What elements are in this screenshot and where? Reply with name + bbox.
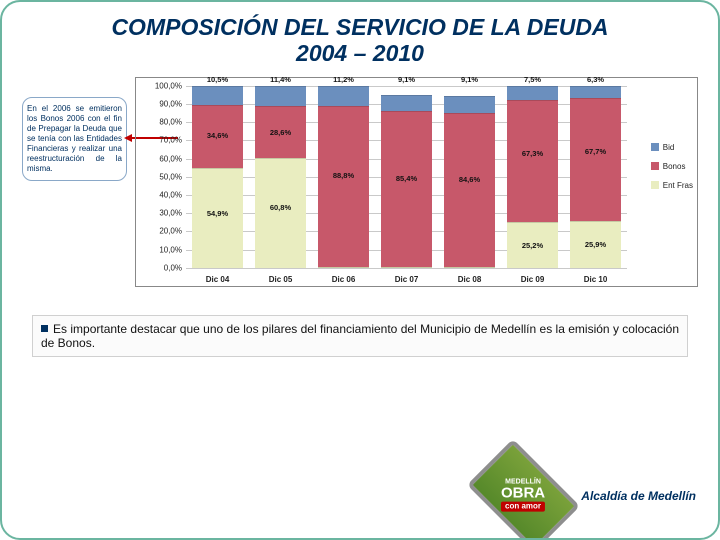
segment-label: 6,3% (570, 75, 621, 84)
obra-l3: con amor (502, 502, 546, 512)
segment-label: 28,6% (255, 128, 306, 137)
y-axis-label: 30,0% (140, 209, 182, 218)
x-axis-label: Dic 07 (381, 275, 432, 284)
legend-label: Bid (663, 143, 675, 152)
legend-label: Bonos (663, 162, 686, 171)
title-line-2: 2004 – 2010 (296, 40, 424, 66)
bullet-box: Es importante destacar que uno de los pi… (32, 315, 688, 357)
bar-column: 34,6%54,9%10,5%Dic 04 (192, 86, 243, 268)
gridline (186, 268, 627, 269)
segment-label: 9,1% (444, 75, 495, 84)
segment-label: 88,8% (318, 171, 369, 180)
bar-segment-ent-fras (381, 267, 432, 268)
segment-label: 67,3% (507, 149, 558, 158)
logo-obra: MEDELLÍN OBRA con amor (467, 439, 580, 540)
legend-item-bonos: Bonos (651, 162, 693, 171)
obra-l2: OBRA (502, 486, 546, 502)
bar-segment-bid (192, 86, 243, 105)
y-axis-label: 60,0% (140, 154, 182, 163)
chart-plot-area: 0,0%10,0%20,0%30,0%40,0%50,0%60,0%70,0%8… (186, 86, 627, 268)
bar-segment-bid (381, 95, 432, 112)
segment-label: 67,7% (570, 147, 621, 156)
y-axis-label: 80,0% (140, 118, 182, 127)
bullet-text: Es importante destacar que uno de los pi… (41, 322, 679, 350)
bar-segment-ent-fras (318, 267, 369, 268)
y-axis-label: 40,0% (140, 191, 182, 200)
bar-segment-bonos: 67,7% (570, 98, 621, 221)
bar-column: 88,8%11,2%Dic 06 (318, 86, 369, 268)
bar-segment-ent-fras (444, 267, 495, 268)
y-axis-label: 0,0% (140, 263, 182, 272)
y-axis-label: 10,0% (140, 245, 182, 254)
legend-item-entfras: Ent Fras (651, 181, 693, 190)
bar-segment-bonos: 84,6% (444, 113, 495, 267)
bar-segment-bid (570, 86, 621, 97)
y-axis-label: 50,0% (140, 172, 182, 181)
bar-segment-bonos: 88,8% (318, 106, 369, 267)
segment-label: 11,4% (255, 75, 306, 84)
legend-label: Ent Fras (663, 181, 693, 190)
segment-label: 34,6% (192, 131, 243, 140)
bar-segment-bonos: 34,6% (192, 105, 243, 168)
bar-segment-ent-fras: 25,9% (570, 221, 621, 268)
segment-label: 10,5% (192, 75, 243, 84)
logo-alcaldia: Alcaldía de Medellín (581, 489, 696, 503)
bar-column: 67,7%25,9%6,3%Dic 10 (570, 86, 621, 268)
footer: MEDELLÍN OBRA con amor Alcaldía de Medel… (476, 463, 696, 528)
segment-label: 60,8% (255, 203, 306, 212)
bar-segment-bid (444, 96, 495, 113)
note-box: En el 2006 se emitieron los Bonos 2006 c… (22, 97, 127, 181)
segment-label: 9,1% (381, 75, 432, 84)
y-axis-label: 90,0% (140, 100, 182, 109)
y-axis-label: 20,0% (140, 227, 182, 236)
bar-column: 85,4%9,1%Dic 07 (381, 86, 432, 268)
title-line-1: COMPOSICIÓN DEL SERVICIO DE LA DEUDA (111, 14, 608, 40)
x-axis-label: Dic 10 (570, 275, 621, 284)
bar-segment-bonos: 28,6% (255, 106, 306, 158)
segment-label: 84,6% (444, 175, 495, 184)
segment-label: 54,9% (192, 209, 243, 218)
bar-segment-ent-fras: 60,8% (255, 158, 306, 268)
segment-label: 25,2% (507, 241, 558, 250)
note-wrap: En el 2006 se emitieron los Bonos 2006 c… (22, 77, 127, 287)
bar-column: 28,6%60,8%11,4%Dic 05 (255, 86, 306, 268)
bar-segment-ent-fras: 54,9% (192, 168, 243, 268)
x-axis-label: Dic 04 (192, 275, 243, 284)
chart-bars: 34,6%54,9%10,5%Dic 0428,6%60,8%11,4%Dic … (186, 86, 627, 268)
content-row: En el 2006 se emitieron los Bonos 2006 c… (2, 73, 718, 287)
segment-label: 25,9% (570, 240, 621, 249)
segment-label: 7,5% (507, 75, 558, 84)
legend-swatch-icon (651, 181, 659, 189)
bar-segment-bonos: 67,3% (507, 100, 558, 222)
bar-segment-bonos: 85,4% (381, 111, 432, 266)
chart-legend: Bid Bonos Ent Fras (651, 133, 693, 200)
x-axis-label: Dic 05 (255, 275, 306, 284)
bar-column: 67,3%25,2%7,5%Dic 09 (507, 86, 558, 268)
bar-column: 84,6%9,1%Dic 08 (444, 86, 495, 268)
slide: COMPOSICIÓN DEL SERVICIO DE LA DEUDA 200… (0, 0, 720, 540)
x-axis-label: Dic 09 (507, 275, 558, 284)
logo-obra-text: MEDELLÍN OBRA con amor (502, 479, 546, 512)
legend-swatch-icon (651, 143, 659, 151)
legend-item-bid: Bid (651, 143, 693, 152)
bullet-icon (41, 325, 48, 332)
chart: 0,0% 10,0% 20,0% 30,0% 40,0% 50,0% 60,0% 70,0% 8… (135, 77, 698, 287)
segment-label: 11,2% (318, 75, 369, 84)
segment-label: 85,4% (381, 174, 432, 183)
bar-segment-bid (318, 86, 369, 106)
page-title: COMPOSICIÓN DEL SERVICIO DE LA DEUDA 200… (2, 2, 718, 73)
y-axis-label: 100,0% (140, 81, 182, 90)
legend-swatch-icon (651, 162, 659, 170)
x-axis-label: Dic 06 (318, 275, 369, 284)
y-axis-label: 70,0% (140, 136, 182, 145)
bar-segment-ent-fras: 25,2% (507, 222, 558, 268)
bar-segment-bid (507, 86, 558, 100)
bar-segment-bid (255, 86, 306, 107)
x-axis-label: Dic 08 (444, 275, 495, 284)
